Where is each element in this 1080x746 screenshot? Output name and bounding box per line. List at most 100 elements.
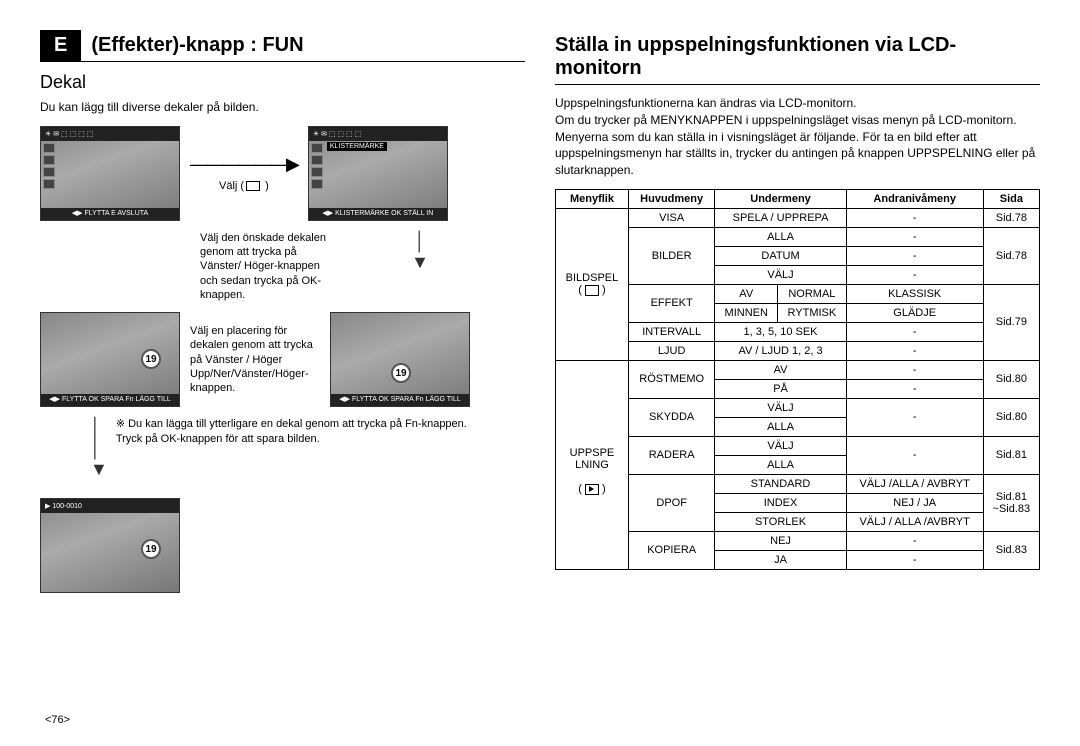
cell: - <box>846 398 983 436</box>
thumb-row-1: ☀ ✉ ⬚ ⬚ ⬚ ⬚ ◀▶ FLYTTA E AVSLUTA ――――――▶ … <box>40 126 525 221</box>
thumb-topbar: ▶ 100-0010 <box>41 499 179 513</box>
cell: VÄLJ /ALLA / AVBRYT <box>846 474 983 493</box>
thumb-row-3: ▶ 100-0010 19 <box>40 498 525 593</box>
cell: NEJ <box>715 531 846 550</box>
left-header: E (Effekter)-knapp : FUN <box>40 30 525 62</box>
slideshow-icon <box>585 285 599 296</box>
cell: - <box>846 227 983 246</box>
cell: PÅ <box>715 379 846 398</box>
table-row: RADERA VÄLJ - Sid.81 <box>556 436 1040 455</box>
thumb-label: KLISTERMÄRKE <box>327 142 387 151</box>
cell: ALLA <box>715 455 846 474</box>
th-undermeny: Undermeny <box>715 189 846 208</box>
th-sida: Sida <box>983 189 1039 208</box>
page-layout: E (Effekter)-knapp : FUN Dekal Du kan lä… <box>40 30 1040 593</box>
arrow-right-icon: ――――――▶ <box>190 154 298 175</box>
arrow-down-icon: │▼ <box>411 231 429 272</box>
cell: AV <box>715 360 846 379</box>
cell: RÖSTMEMO <box>628 360 714 398</box>
cell: VÄLJ / ALLA /AVBRYT <box>846 512 983 531</box>
cell: Sid.80 <box>983 360 1039 398</box>
table-row: LJUD AV / LJUD 1, 2, 3 - <box>556 341 1040 360</box>
cell: RADERA <box>628 436 714 474</box>
cell: SKYDDA <box>628 398 714 436</box>
thumb-row-2: 19 ◀▶ FLYTTA OK SPARA Fn LÄGG TILL Välj … <box>40 312 525 407</box>
cell: - <box>846 246 983 265</box>
table-row: DPOF STANDARD VÄLJ /ALLA / AVBRYT Sid.81… <box>556 474 1040 493</box>
subtitle: Dekal <box>40 72 525 93</box>
cell: ALLA <box>715 227 846 246</box>
cell: 1, 3, 5, 10 SEK <box>715 322 846 341</box>
cell: VISA <box>628 208 714 227</box>
arrow-caption-1: ――――――▶ Välj ( ) <box>190 154 298 193</box>
thumb-sidebar <box>43 143 55 189</box>
cell: INTERVALL <box>628 322 714 341</box>
cell: INDEX <box>715 493 846 512</box>
cell: AV <box>715 284 778 303</box>
table-row: UPPSPE LNING ( ) RÖSTMEMO AV - Sid.80 <box>556 360 1040 379</box>
thumbnail-4: 19 ◀▶ FLYTTA OK SPARA Fn LÄGG TILL <box>330 312 470 407</box>
thumb-topbar: ☀ ✉ ⬚ ⬚ ⬚ ⬚ <box>309 127 447 141</box>
cell: AV / LJUD 1, 2, 3 <box>715 341 846 360</box>
cell: VÄLJ <box>715 398 846 417</box>
thumb-bottombar: ◀▶ FLYTTA E AVSLUTA <box>41 208 179 220</box>
badge-19: 19 <box>141 539 161 559</box>
table-row: SKYDDA VÄLJ - Sid.80 <box>556 398 1040 417</box>
badge-19: 19 <box>141 349 161 369</box>
cell-bildspel: BILDSPEL ( ) <box>556 208 629 360</box>
caption-3: Välj en placering för dekalen genom att … <box>190 324 320 395</box>
page-number: <76> <box>45 714 70 726</box>
note-star: ※ Du kan lägga till ytterligare en dekal… <box>116 417 467 431</box>
thumb-sidebar <box>311 143 323 189</box>
thumb-bottombar: ◀▶ FLYTTA OK SPARA Fn LÄGG TILL <box>41 394 179 406</box>
cell: BILDER <box>628 227 714 284</box>
sticker-icon <box>246 181 260 191</box>
cell: - <box>846 265 983 284</box>
note-2: Tryck på OK-knappen för att spara bilden… <box>116 432 467 446</box>
cell: STANDARD <box>715 474 846 493</box>
cell: Sid.78 <box>983 227 1039 284</box>
play-icon <box>585 484 599 495</box>
cell: Sid.79 <box>983 284 1039 360</box>
caption-2: Välj den önskade dekalen genom att tryck… <box>200 231 340 302</box>
cell: KLASSISK <box>846 284 983 303</box>
menu-table: Menyflik Huvudmeny Undermeny Andranivåme… <box>555 189 1040 570</box>
cell: - <box>846 379 983 398</box>
cell: ALLA <box>715 417 846 436</box>
table-row: KOPIERA NEJ - Sid.83 <box>556 531 1040 550</box>
cell-uppspelning: UPPSPE LNING ( ) <box>556 360 629 569</box>
table-row: BILDER ALLA - Sid.78 <box>556 227 1040 246</box>
cell: RYTMISK <box>778 303 847 322</box>
arrow-down-2: ││▼ <box>90 417 108 480</box>
thumb-bottombar: ◀▶ KLISTERMÄRKE OK STÄLL IN <box>309 208 447 220</box>
cell: GLÄDJE <box>846 303 983 322</box>
header-text: (Effekter)-knapp : FUN <box>81 30 525 61</box>
table-row: EFFEKT AV NORMAL KLASSISK Sid.79 <box>556 284 1040 303</box>
cell: - <box>846 531 983 550</box>
cell: - <box>846 436 983 474</box>
cell: - <box>846 322 983 341</box>
cell: VÄLJ <box>715 265 846 284</box>
cell: Sid.78 <box>983 208 1039 227</box>
caption-block-2: Välj den önskade dekalen genom att tryck… <box>40 231 525 302</box>
right-header-title: Ställa in uppspelningsfunktionen via LCD… <box>555 30 1040 84</box>
right-header: Ställa in uppspelningsfunktionen via LCD… <box>555 30 1040 85</box>
badge-19: 19 <box>391 363 411 383</box>
table-header-row: Menyflik Huvudmeny Undermeny Andranivåme… <box>556 189 1040 208</box>
table-row: INTERVALL 1, 3, 5, 10 SEK - <box>556 322 1040 341</box>
thumbnail-5: ▶ 100-0010 19 <box>40 498 180 593</box>
th-menyflik: Menyflik <box>556 189 629 208</box>
right-para: Uppspelningsfunktionerna kan ändras via … <box>555 95 1040 179</box>
cell: NORMAL <box>778 284 847 303</box>
cell: SPELA / UPPREPA <box>715 208 846 227</box>
right-column: Ställa in uppspelningsfunktionen via LCD… <box>555 30 1040 593</box>
cell: VÄLJ <box>715 436 846 455</box>
th-andra: Andranivåmeny <box>846 189 983 208</box>
cell: - <box>846 550 983 569</box>
cell: Sid.81 ~Sid.83 <box>983 474 1039 531</box>
arrow-down-icon: ││▼ <box>90 417 108 480</box>
cell: DATUM <box>715 246 846 265</box>
notes-block: ││▼ ※ Du kan lägga till ytterligare en d… <box>90 417 525 480</box>
thumb-bottombar: ◀▶ FLYTTA OK SPARA Fn LÄGG TILL <box>331 394 469 406</box>
thumbnail-3: 19 ◀▶ FLYTTA OK SPARA Fn LÄGG TILL <box>40 312 180 407</box>
